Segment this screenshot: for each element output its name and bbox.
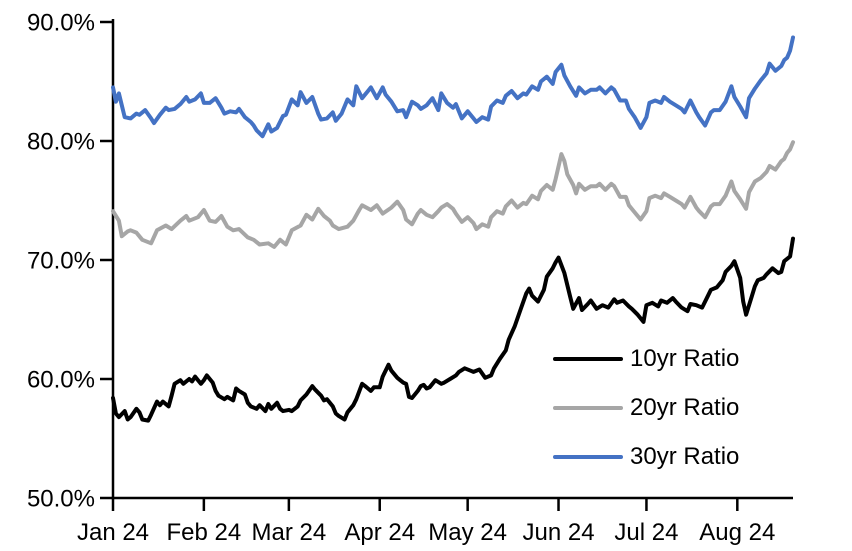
y-tick-label: 70.0% (27, 247, 95, 274)
legend-line-swatch-20yr (553, 405, 623, 410)
series-line-10yr-ratio (111, 236, 795, 423)
x-tick-label: Jul 24 (614, 519, 678, 546)
y-tick-label: 90.0% (27, 9, 95, 36)
legend-item-20yr-ratio: 20yr Ratio (553, 393, 739, 422)
legend-item-30yr-ratio: 30yr Ratio (553, 442, 739, 471)
x-tick-label: Jun 24 (522, 519, 594, 546)
x-tick-label: May 24 (428, 519, 507, 546)
x-tick-label: Mar 24 (252, 519, 327, 546)
x-tick-label: Aug 24 (699, 519, 775, 546)
chart-legend: 10yr Ratio 20yr Ratio 30yr Ratio (553, 344, 739, 491)
y-tick-label: 80.0% (27, 128, 95, 155)
y-tick-label: 60.0% (27, 366, 95, 393)
y-tick-label: 50.0% (27, 485, 95, 512)
x-tick-label: Jan 24 (77, 519, 149, 546)
legend-line-swatch-30yr (553, 454, 623, 459)
legend-line-swatch-10yr (553, 356, 623, 361)
x-tick-label: Apr 24 (344, 519, 415, 546)
series-line-20yr-ratio (111, 140, 795, 249)
series-line-30yr-ratio (111, 35, 795, 139)
x-tick-label: Feb 24 (167, 519, 242, 546)
legend-label-30yr: 30yr Ratio (630, 443, 740, 470)
legend-label-10yr: 10yr Ratio (630, 345, 740, 372)
legend-label-20yr: 20yr Ratio (630, 394, 740, 421)
legend-item-10yr-ratio: 10yr Ratio (553, 344, 739, 373)
